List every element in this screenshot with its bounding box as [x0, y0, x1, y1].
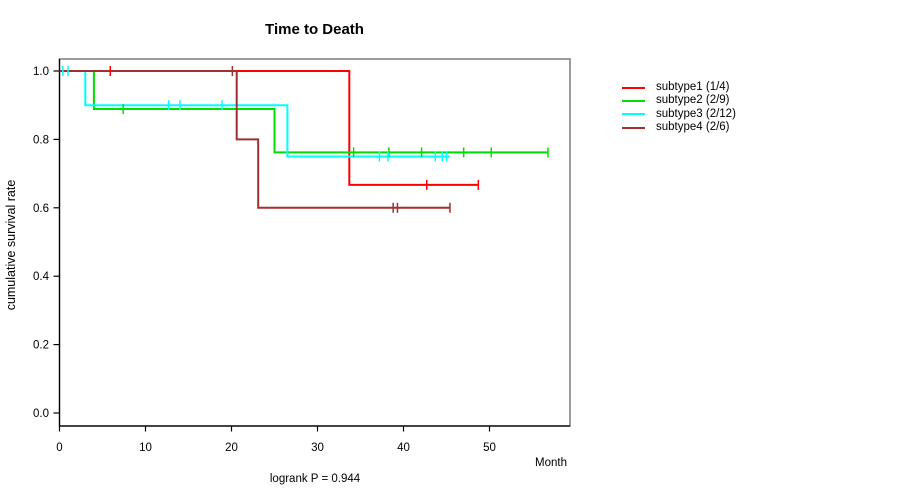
y-tick-label: 0.2 — [33, 340, 49, 352]
legend-label: subtype1 (1/4) — [656, 81, 730, 93]
y-tick-label: 0.6 — [33, 203, 49, 215]
x-axis-ticks: 0 10 20 30 40 50 — [56, 426, 496, 454]
survival-curve-subtype3 — [59, 70, 450, 158]
x-tick-label: 30 — [311, 442, 324, 454]
x-tick-label: 40 — [397, 442, 410, 454]
logrank-pvalue-text: logrank P = 0.944 — [269, 473, 361, 485]
legend-line-swatch — [622, 126, 645, 129]
axes — [58, 59, 570, 427]
x-tick-label: 0 — [56, 442, 62, 454]
legend-item-subtype3: subtype3 (2/12) — [622, 108, 736, 121]
legend-item-subtype1: subtype1 (1/4) — [622, 81, 736, 94]
legend: subtype1 (1/4) subtype2 (2/9) subtype3 (2/… — [622, 81, 736, 135]
legend-item-subtype2: subtype2 (2/9) — [622, 94, 736, 107]
chart-title: Time to Death — [265, 21, 364, 38]
x-tick-label: 20 — [225, 442, 238, 454]
y-tick-label: 0.4 — [33, 271, 50, 283]
legend-line-swatch — [622, 86, 645, 89]
legend-line-swatch — [622, 100, 645, 103]
y-tick-label: 1.0 — [33, 66, 49, 78]
censor-marks — [62, 66, 549, 213]
y-tick-label: 0.0 — [33, 408, 49, 420]
legend-label: subtype2 (2/9) — [656, 94, 730, 107]
x-tick-label: 10 — [139, 442, 152, 454]
y-tick-label: 0.8 — [33, 134, 49, 146]
x-tick-label: 50 — [483, 442, 496, 454]
y-axis-ticks: 0.0 0.2 0.4 0.6 0.8 1.0 — [33, 66, 60, 420]
plot-box — [58, 58, 571, 427]
survival-curve-subtype1 — [59, 70, 479, 186]
legend-label: subtype4 (2/6) — [656, 121, 730, 134]
x-axis-label: Month — [535, 457, 567, 469]
survival-curves — [59, 70, 548, 209]
legend-line-swatch — [622, 113, 645, 116]
survival-curve-subtype4 — [59, 70, 450, 209]
legend-item-subtype4: subtype4 (2/6) — [622, 121, 736, 134]
legend-label: subtype3 (2/12) — [656, 107, 736, 120]
survival-curve-subtype2 — [59, 70, 548, 154]
